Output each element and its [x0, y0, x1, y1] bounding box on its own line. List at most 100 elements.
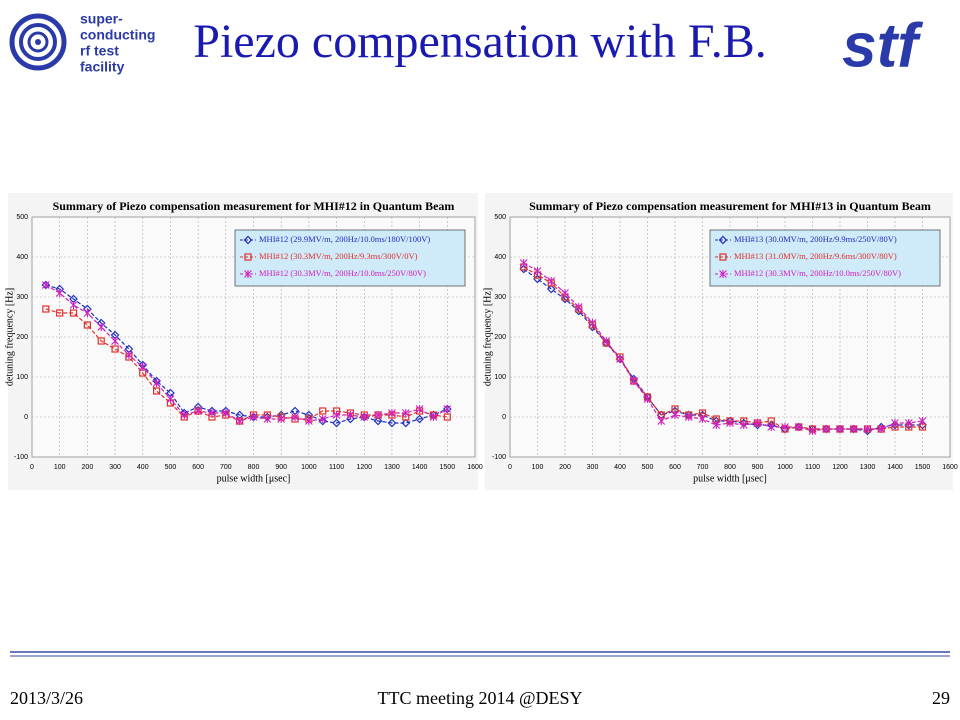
x-tick-label: 1400 — [887, 464, 903, 471]
legend-label: MHI#12 (30.3MV/m, 200Hz/10.0ms/250V/80V) — [734, 268, 901, 278]
point — [726, 419, 734, 427]
x-tick-label: 1300 — [384, 464, 400, 471]
point — [547, 277, 556, 285]
logo — [9, 13, 67, 71]
point — [877, 425, 886, 433]
x-tick-label: 100 — [532, 464, 544, 471]
logo-text: conducting — [80, 27, 155, 43]
point — [794, 423, 803, 431]
legend-label: MHI#13 (31.0MV/m, 200Hz/9.6ms/300V/80V) — [734, 251, 897, 261]
x-tick-label: 1100 — [329, 464, 344, 471]
logo-text: super- — [80, 11, 123, 27]
point — [249, 413, 258, 421]
y-tick-label: 200 — [494, 334, 506, 341]
x-tick-label: 700 — [697, 464, 709, 471]
point — [111, 337, 119, 345]
point — [235, 417, 244, 425]
y-tick-label: 0 — [502, 414, 506, 421]
point — [401, 418, 411, 428]
series-line — [45, 284, 448, 424]
legend-label: MHI#12 (30.3MV/m, 200Hz/9.3ms/300V/0V) — [259, 251, 418, 261]
slide-title: Piezo compensation with F.B. — [193, 15, 766, 68]
point — [533, 267, 542, 275]
point — [739, 421, 748, 429]
x-tick-label: 400 — [137, 464, 149, 471]
x-axis-label: pulse width [μsec] — [217, 473, 291, 484]
chart-title: Summary of Piezo compensation measuremen… — [529, 199, 931, 213]
point — [602, 337, 611, 345]
point — [97, 323, 106, 331]
point — [69, 309, 78, 317]
brand-logo: stf — [842, 11, 923, 80]
y-tick-label: 500 — [16, 214, 28, 221]
point — [822, 425, 831, 433]
point — [208, 409, 216, 417]
legend-marker — [244, 253, 252, 261]
x-tick-label: 200 — [559, 464, 571, 471]
point — [194, 407, 203, 415]
page-number: 29 — [932, 688, 950, 708]
y-tick-label: -100 — [14, 454, 28, 461]
y-tick-label: 400 — [494, 254, 506, 261]
point — [319, 407, 327, 415]
point — [519, 259, 528, 267]
point — [712, 421, 721, 429]
point — [849, 425, 858, 433]
point — [657, 417, 666, 425]
footer-event: TTC meeting 2014 @DESY — [377, 688, 582, 708]
y-axis-label: detuning frequency [Hz] — [4, 288, 15, 386]
point — [332, 411, 341, 419]
x-tick-label: 0 — [30, 464, 34, 471]
point — [684, 413, 693, 421]
footer-date: 2013/3/26 — [10, 688, 83, 708]
x-tick-label: 1000 — [777, 464, 793, 471]
point — [387, 418, 397, 428]
point — [360, 413, 369, 421]
chart-title: Summary of Piezo compensation measuremen… — [53, 199, 455, 213]
point — [83, 321, 91, 329]
y-tick-label: -100 — [492, 454, 506, 461]
logo-text: rf test — [80, 43, 119, 59]
legend — [709, 229, 941, 287]
x-tick-label: 600 — [192, 464, 204, 471]
point — [891, 419, 899, 427]
point — [346, 411, 355, 419]
x-tick-label: 1600 — [467, 464, 483, 471]
series-line — [523, 268, 923, 432]
legend — [234, 229, 466, 287]
x-tick-label: 1000 — [301, 464, 317, 471]
x-tick-label: 800 — [248, 464, 260, 471]
point — [443, 413, 451, 421]
point — [918, 417, 927, 425]
legend-label: MHI#12 (30.3MV/m, 200Hz/10.0ms/250V/80V) — [259, 268, 426, 278]
point — [429, 413, 438, 421]
point — [401, 409, 410, 417]
y-tick-label: 0 — [24, 414, 28, 421]
y-tick-label: 300 — [494, 294, 506, 301]
point — [55, 289, 64, 297]
point — [304, 417, 313, 425]
point — [753, 419, 762, 427]
point — [152, 387, 161, 395]
point — [152, 379, 161, 387]
point — [69, 301, 78, 309]
point — [332, 418, 341, 428]
x-tick-label: 900 — [752, 464, 764, 471]
point — [588, 319, 597, 327]
point — [863, 425, 872, 433]
point — [291, 413, 299, 421]
x-tick-label: 800 — [724, 464, 736, 471]
point — [111, 345, 119, 353]
legend-marker — [244, 270, 252, 278]
series-line — [523, 262, 923, 432]
point — [560, 294, 570, 304]
point — [629, 377, 638, 385]
legend-marker — [718, 235, 728, 245]
x-tick-label: 300 — [587, 464, 599, 471]
point — [643, 395, 652, 403]
x-tick-label: 1500 — [440, 464, 456, 471]
y-tick-label: 200 — [16, 334, 28, 341]
point — [415, 414, 424, 424]
point — [574, 303, 583, 311]
x-tick-label: 1600 — [942, 464, 958, 471]
